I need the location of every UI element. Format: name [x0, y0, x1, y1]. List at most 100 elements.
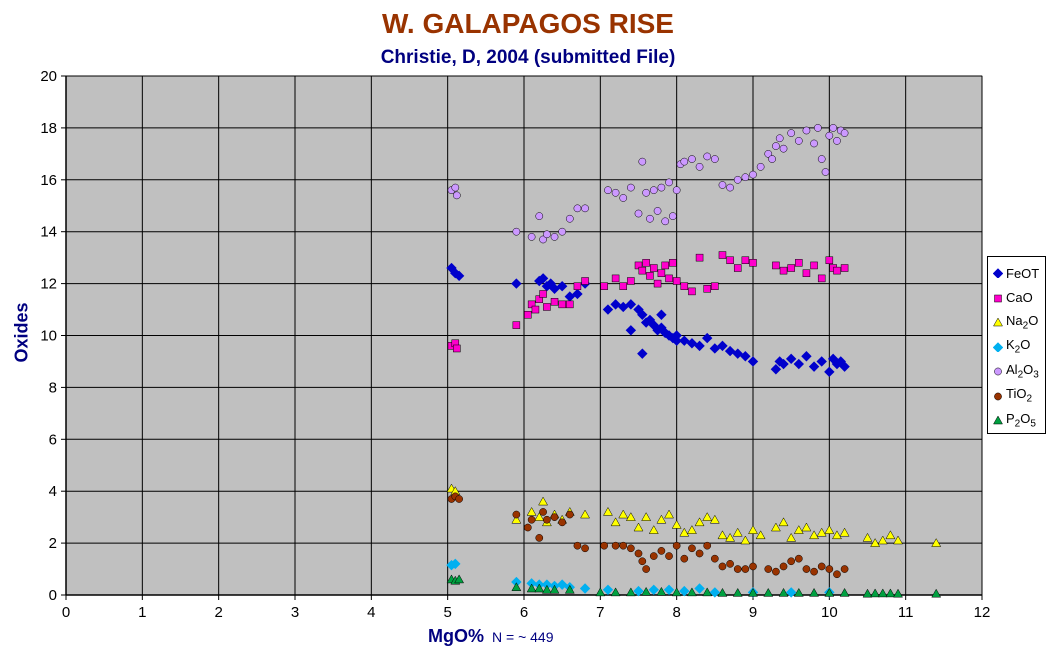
x-tick-label: 11	[898, 604, 914, 621]
data-point-feot	[839, 361, 850, 372]
data-point-cao	[527, 300, 536, 309]
data-point-tio2	[840, 565, 849, 573]
data-point-al2o3	[451, 183, 460, 192]
data-point-na2o	[526, 506, 537, 516]
data-point-feot	[602, 304, 614, 315]
legend-item-al2o3: Al2O3	[988, 359, 1045, 384]
data-point-tio2	[772, 567, 780, 576]
data-point-na2o	[618, 509, 629, 519]
data-point-na2o	[687, 525, 697, 534]
x-tick-label: 12	[974, 604, 991, 621]
data-point-cao	[787, 264, 795, 272]
data-point-cao	[634, 261, 643, 270]
data-point-al2o3	[543, 230, 551, 239]
data-point-al2o3	[756, 162, 765, 171]
data-point-tio2	[512, 510, 521, 519]
data-point-cao	[558, 300, 566, 309]
data-point-p2o5	[454, 574, 465, 584]
data-point-al2o3	[611, 188, 620, 197]
data-point-cao	[566, 300, 574, 309]
data-point-p2o5	[687, 587, 697, 597]
data-point-feot	[610, 299, 621, 310]
data-point-cao	[840, 264, 849, 272]
chart-title: W. GALAPAGOS RISE	[382, 8, 674, 39]
data-point-al2o3	[794, 137, 803, 145]
data-point-al2o3	[634, 209, 643, 218]
data-point-tio2	[535, 534, 544, 542]
data-point-p2o5	[893, 588, 903, 598]
data-point-al2o3	[535, 212, 544, 220]
data-point-al2o3	[604, 186, 612, 195]
legend-item-k2o: K2O	[988, 335, 1045, 360]
legend-marker	[994, 294, 1002, 302]
data-point-na2o	[511, 514, 522, 524]
data-point-na2o	[770, 522, 781, 532]
legend-marker-square-icon	[994, 294, 1002, 302]
data-point-feot	[453, 270, 465, 282]
data-point-cao	[672, 277, 681, 285]
data-point-tio2	[627, 544, 635, 553]
data-point-tio2	[581, 544, 589, 553]
data-point-al2o3	[672, 186, 681, 195]
data-point-na2o	[656, 514, 667, 524]
data-point-feot	[816, 356, 827, 367]
data-point-tio2	[573, 541, 582, 550]
x-tick-label: 8	[672, 604, 680, 621]
data-point-p2o5	[877, 588, 888, 598]
data-point-cao	[688, 287, 696, 296]
data-point-p2o5	[931, 588, 942, 598]
data-point-al2o3	[726, 183, 734, 192]
data-point-p2o5	[549, 584, 560, 594]
data-point-p2o5	[610, 587, 621, 597]
data-point-p2o5	[732, 587, 743, 597]
data-point-feot	[671, 335, 682, 346]
data-point-al2o3	[833, 137, 841, 145]
data-point-tio2	[665, 552, 673, 560]
data-point-p2o5	[839, 587, 850, 597]
data-point-na2o	[679, 527, 690, 537]
data-point-cao	[749, 259, 757, 267]
data-point-tio2	[619, 541, 628, 550]
data-point-al2o3	[802, 126, 811, 135]
data-point-feot	[694, 340, 705, 352]
data-point-tio2	[825, 565, 834, 573]
data-point-al2o3	[814, 124, 822, 132]
data-point-tio2	[833, 570, 841, 579]
data-point-p2o5	[541, 584, 552, 594]
data-point-cao	[650, 264, 658, 272]
data-point-feot	[785, 353, 797, 365]
data-point-k2o	[663, 584, 675, 596]
legend-marker	[993, 268, 1003, 279]
data-point-na2o	[610, 517, 621, 527]
data-point-na2o	[625, 512, 636, 521]
data-point-p2o5	[809, 587, 819, 597]
data-point-k2o	[694, 583, 705, 594]
legend-label: Na2O	[1006, 313, 1038, 332]
data-point-al2o3	[695, 162, 704, 171]
legend-label-subscript: 2	[1017, 369, 1024, 381]
data-point-cao	[718, 251, 727, 259]
legend-marker-diamond-icon	[993, 268, 1003, 279]
data-point-na2o	[732, 527, 743, 537]
data-point-tio2	[672, 541, 681, 550]
data-point-na2o	[786, 532, 797, 542]
legend-marker-triangle-icon	[993, 317, 1003, 327]
data-point-al2o3	[710, 155, 719, 163]
data-point-tio2	[638, 557, 647, 566]
x-tick-label: 10	[821, 604, 838, 621]
legend-label-subscript: 2	[1014, 418, 1021, 430]
data-point-na2o	[862, 532, 873, 542]
legend-label: CaO	[1006, 290, 1033, 305]
data-point-al2o3	[787, 129, 796, 137]
legend-label: Al2O3	[1006, 362, 1039, 381]
x-tick-label: 2	[214, 604, 222, 621]
data-point-na2o	[534, 512, 545, 521]
data-point-tio2	[733, 565, 742, 573]
data-point-al2o3	[718, 181, 727, 189]
data-point-tio2	[455, 495, 463, 503]
legend-label-part: K	[1006, 337, 1015, 353]
data-point-p2o5	[526, 583, 537, 593]
data-point-tio2	[688, 544, 696, 553]
data-point-feot	[717, 340, 728, 352]
data-point-al2o3	[550, 233, 559, 241]
